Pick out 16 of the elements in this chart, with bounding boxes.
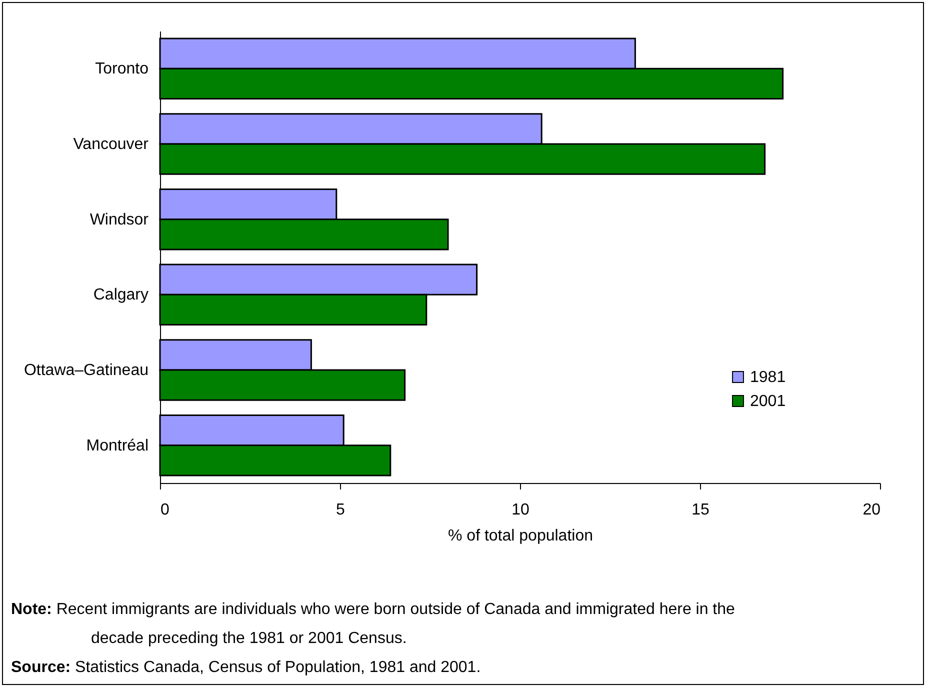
y-tick-label: Calgary: [93, 286, 148, 304]
text: Note: Recent immigrants are individuals who were born outside of Canada and immigrated here in the decade preceding the 1981 or 2001 Census.: [11, 600, 736, 649]
x-tick-label: 0: [160, 502, 170, 518]
y-tick-label: Montréal: [86, 437, 148, 454]
x-axis-title: % of total population: [448, 528, 593, 544]
legend-label: 2001: [750, 393, 786, 410]
y-tick-label: Vancouver: [73, 136, 150, 153]
x-tick-label: 20: [862, 502, 881, 518]
x-tick-label: 5: [336, 502, 346, 518]
y-tick-label: Windsor: [90, 211, 150, 228]
y-tick-label: Toronto: [95, 60, 149, 78]
source-note: Source: Statistics Canada, Census of Population, 1981 and 2001.: [11, 658, 482, 678]
x-tick-label: 15: [692, 502, 710, 518]
legend-label: 1981: [750, 369, 786, 386]
y-tick-label: Ottawa–Gatineau: [24, 362, 148, 379]
x-tick-label: 10: [512, 502, 530, 518]
